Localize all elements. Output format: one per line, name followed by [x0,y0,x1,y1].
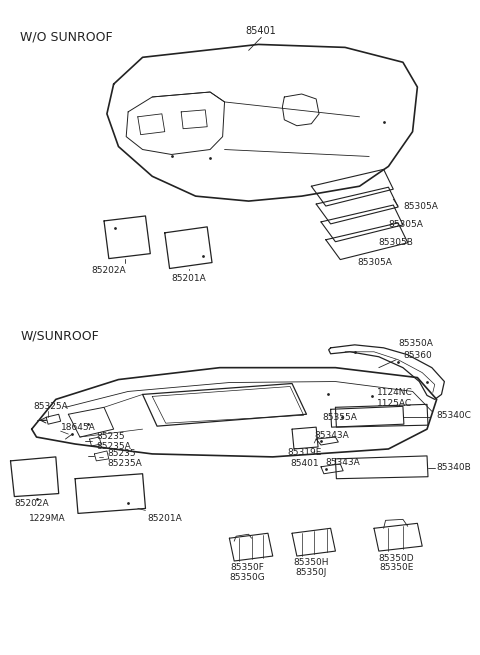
Text: 1125AC: 1125AC [377,399,412,408]
Text: 85343A: 85343A [314,430,349,440]
Text: 85201A: 85201A [171,274,206,283]
Text: 85235: 85235 [107,449,135,458]
Text: 85319E: 85319E [288,449,322,457]
Text: 85343A: 85343A [326,458,360,467]
Text: 85350H: 85350H [294,559,329,567]
Text: 85350J: 85350J [296,569,327,578]
Text: 85235A: 85235A [107,459,142,468]
Text: 85325A: 85325A [34,402,68,411]
Text: W/SUNROOF: W/SUNROOF [20,330,99,343]
Text: 85202A: 85202A [14,499,49,508]
Text: 85305B: 85305B [379,238,414,247]
Text: 85305A: 85305A [388,220,423,229]
Text: 1124NC: 1124NC [377,388,413,397]
Text: W/O SUNROOF: W/O SUNROOF [20,31,113,43]
Text: 85355A: 85355A [323,413,358,422]
Text: 85360: 85360 [403,351,432,360]
Text: 85350D: 85350D [378,553,414,563]
Text: 85401: 85401 [290,459,319,468]
Text: 85235: 85235 [96,432,125,441]
Text: 85350F: 85350F [231,563,264,572]
Text: 85340C: 85340C [437,411,471,420]
Text: 85340B: 85340B [437,463,471,472]
Text: 85305A: 85305A [403,202,438,210]
Text: 85350E: 85350E [379,563,413,572]
Text: 85235A: 85235A [96,443,131,451]
Text: 85201A: 85201A [147,514,182,523]
Text: 1229MA: 1229MA [29,514,65,523]
Text: 85202A: 85202A [92,266,126,275]
Text: 85305A: 85305A [358,258,393,267]
Text: 85350G: 85350G [230,573,265,582]
Text: 18645A: 18645A [60,422,96,432]
Text: 85350A: 85350A [398,339,433,348]
Text: 85401: 85401 [246,26,276,35]
